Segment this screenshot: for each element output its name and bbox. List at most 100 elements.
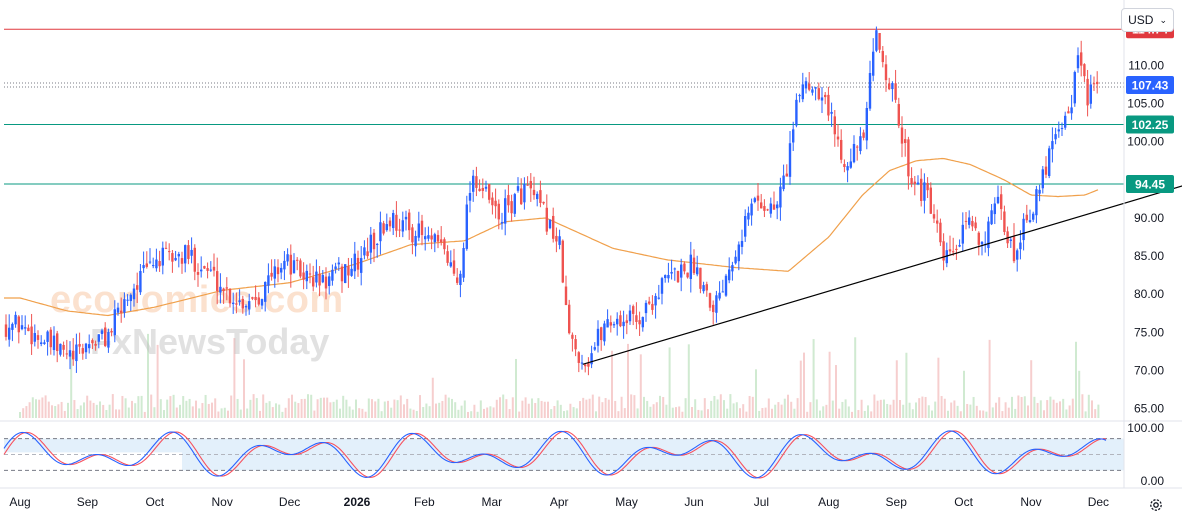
time-tick-label: Nov xyxy=(212,495,233,509)
volume-bar xyxy=(406,398,409,418)
volume-bar xyxy=(681,411,684,418)
volume-bar xyxy=(550,409,553,418)
volume-bar xyxy=(1046,400,1049,418)
candle-body xyxy=(228,288,232,304)
price-axis[interactable]: 110.00105.00100.0095.0090.0085.0080.0075… xyxy=(1127,58,1164,415)
volume-bar xyxy=(531,398,533,418)
time-tick-label: Aug xyxy=(9,495,30,509)
volume-bar xyxy=(438,402,441,418)
candle-body xyxy=(372,232,376,250)
volume-bar xyxy=(419,395,421,418)
volume-bar xyxy=(755,369,757,418)
candle-body xyxy=(52,335,56,351)
candle-body xyxy=(222,288,225,292)
candle-body xyxy=(88,344,91,349)
volume-bar xyxy=(63,410,66,418)
volume-bar xyxy=(543,401,546,418)
volume-bar xyxy=(1091,400,1093,418)
time-tick-label: Mar xyxy=(481,495,502,509)
price-tag-bg xyxy=(1126,75,1174,94)
horizontal-levels[interactable] xyxy=(4,28,1124,185)
candle-body xyxy=(664,275,667,279)
volume-bar xyxy=(646,400,649,418)
volume-bar xyxy=(876,400,879,418)
candle-body xyxy=(340,266,344,282)
candle-body xyxy=(699,267,702,289)
volume-bar xyxy=(761,408,764,418)
volume-bar xyxy=(265,402,268,418)
volume-bar xyxy=(697,409,700,418)
volume-bar xyxy=(169,396,172,418)
candle-body xyxy=(580,362,584,364)
time-tick-label: Oct xyxy=(145,495,164,509)
candle-body xyxy=(1012,236,1016,262)
volume-bar xyxy=(163,410,165,418)
volume-bar xyxy=(521,400,524,418)
candle-body xyxy=(24,327,27,329)
candle-body xyxy=(420,220,424,236)
candle-body xyxy=(833,116,836,135)
candle-body xyxy=(500,222,504,224)
candle-body xyxy=(926,182,929,191)
volume-bar xyxy=(700,410,703,418)
volume-bar xyxy=(492,407,495,418)
volume-bar xyxy=(735,402,738,418)
candle-body xyxy=(302,272,305,280)
candle-body xyxy=(948,249,952,252)
volume-bar xyxy=(540,400,543,418)
candle-body xyxy=(782,175,785,190)
candle-body xyxy=(1070,107,1073,114)
candle-body xyxy=(408,212,411,231)
volume-bar xyxy=(489,406,492,418)
volume-bar xyxy=(899,400,901,418)
trendline[interactable] xyxy=(582,167,1182,365)
candle-body xyxy=(900,127,904,144)
volume-bar xyxy=(723,400,725,418)
candle-body xyxy=(625,320,628,324)
volume-bar xyxy=(28,402,31,418)
candle-body xyxy=(708,293,712,308)
volume-bar xyxy=(1007,407,1010,418)
volume-bar xyxy=(988,339,991,418)
candle-body xyxy=(356,257,360,270)
candle-body xyxy=(686,272,689,278)
time-axis[interactable]: Aug Sep Oct Nov Dec 2026 Feb Mar Apr May Jun Jul Aug… xyxy=(9,495,1109,509)
candle-body xyxy=(478,188,481,192)
volume-bar xyxy=(150,394,153,418)
candle-body xyxy=(616,318,619,325)
volume-bar xyxy=(278,404,281,418)
candle-body xyxy=(772,204,776,210)
candle-body xyxy=(574,339,577,350)
candle-body xyxy=(433,234,436,243)
volume-bar xyxy=(825,404,828,418)
volume-bar xyxy=(966,403,969,418)
candle-body xyxy=(910,178,913,185)
stoch-k-line xyxy=(3,430,1107,479)
volume-bar xyxy=(1081,394,1084,418)
volume-bar xyxy=(364,411,367,418)
candle-body xyxy=(1019,242,1022,250)
volume-bar xyxy=(223,407,226,418)
stochastic-pane[interactable]: 100.00 0.00 xyxy=(3,421,1164,488)
candle-body xyxy=(65,353,68,355)
volume-bar xyxy=(294,401,297,418)
volume-bar xyxy=(409,408,412,418)
volume-bar xyxy=(630,394,633,418)
volume-bar xyxy=(358,408,361,418)
candle-body xyxy=(120,310,123,313)
candlesticks[interactable] xyxy=(4,26,1099,376)
volume-bar xyxy=(553,405,556,418)
candle-body xyxy=(392,213,395,229)
currency-select[interactable]: USD ⌄ xyxy=(1121,8,1174,32)
volume-bar xyxy=(214,398,217,418)
volume-bar xyxy=(47,401,50,418)
candle-body xyxy=(401,220,404,232)
settings-gear-icon[interactable] xyxy=(1148,497,1164,513)
volume-bar xyxy=(1036,402,1039,418)
candle-body xyxy=(1044,166,1048,175)
candle-body xyxy=(379,222,382,242)
candle-body xyxy=(811,89,814,93)
volume-bar xyxy=(716,399,719,418)
